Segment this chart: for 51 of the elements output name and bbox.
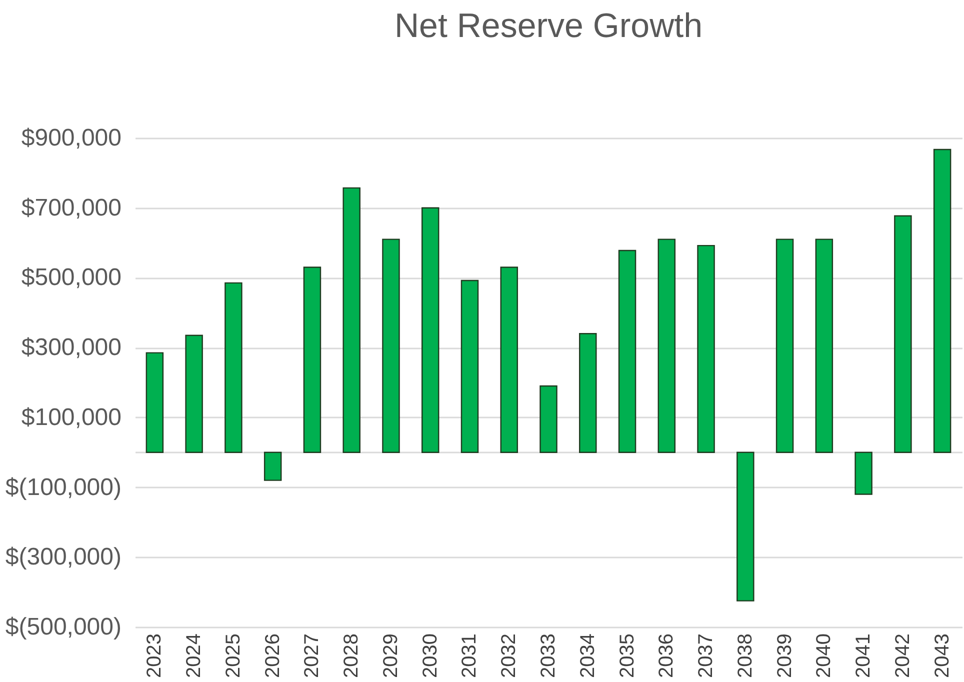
bar [421, 207, 440, 453]
bar [618, 250, 636, 453]
x-tick-label: 2041 [852, 634, 875, 678]
x-tick-label: 2037 [695, 634, 718, 678]
x-tick-label: 2032 [498, 634, 520, 678]
bar [776, 238, 794, 453]
bar [185, 334, 203, 453]
y-tick-label: $(300,000) [5, 544, 122, 571]
x-tick-label: 2025 [222, 634, 244, 678]
x-tick-label: 2028 [340, 634, 363, 678]
x-tick-label: 2034 [576, 634, 599, 678]
bar [736, 452, 754, 602]
x-tick-label: 2036 [656, 634, 678, 678]
chart-title: Net Reserve Growth [394, 7, 702, 45]
y-tick-label: $(100,000) [5, 474, 122, 501]
bar [500, 266, 518, 453]
y-tick-label: $500,000 [21, 264, 122, 292]
y-tick-label: $100,000 [21, 404, 122, 431]
bar [460, 280, 479, 453]
x-tick-label: 2030 [419, 634, 442, 678]
bar [894, 215, 912, 453]
bar [854, 452, 872, 495]
x-tick-label: 2027 [301, 634, 324, 678]
x-tick-label: 2039 [774, 634, 796, 678]
bar [579, 333, 597, 453]
x-tick-label: 2038 [734, 634, 756, 678]
bar [815, 238, 834, 453]
bar [382, 238, 400, 453]
x-tick-label: 2024 [183, 634, 206, 678]
y-tick-label: $300,000 [21, 334, 122, 362]
x-tick-label: 2026 [262, 634, 284, 678]
x-tick-label: 2023 [144, 634, 166, 678]
x-tick-label: 2042 [892, 634, 914, 678]
bar [224, 282, 242, 453]
bar [658, 238, 676, 453]
x-tick-label: 2043 [931, 634, 954, 678]
x-tick-label: 2035 [616, 634, 638, 678]
y-tick-label: $900,000 [21, 124, 122, 152]
bar [303, 266, 322, 453]
bar [697, 244, 715, 453]
bar [540, 385, 558, 453]
x-tick-label: 2031 [458, 634, 481, 678]
bar [933, 148, 952, 453]
x-tick-label: 2033 [538, 634, 560, 678]
y-tick-label: $(500,000) [5, 614, 122, 640]
bar [146, 352, 164, 453]
bar [264, 452, 282, 481]
x-tick-label: 2040 [813, 634, 836, 678]
bar [342, 187, 360, 453]
x-tick-label: 2029 [380, 634, 402, 678]
y-tick-label: $700,000 [21, 194, 122, 222]
